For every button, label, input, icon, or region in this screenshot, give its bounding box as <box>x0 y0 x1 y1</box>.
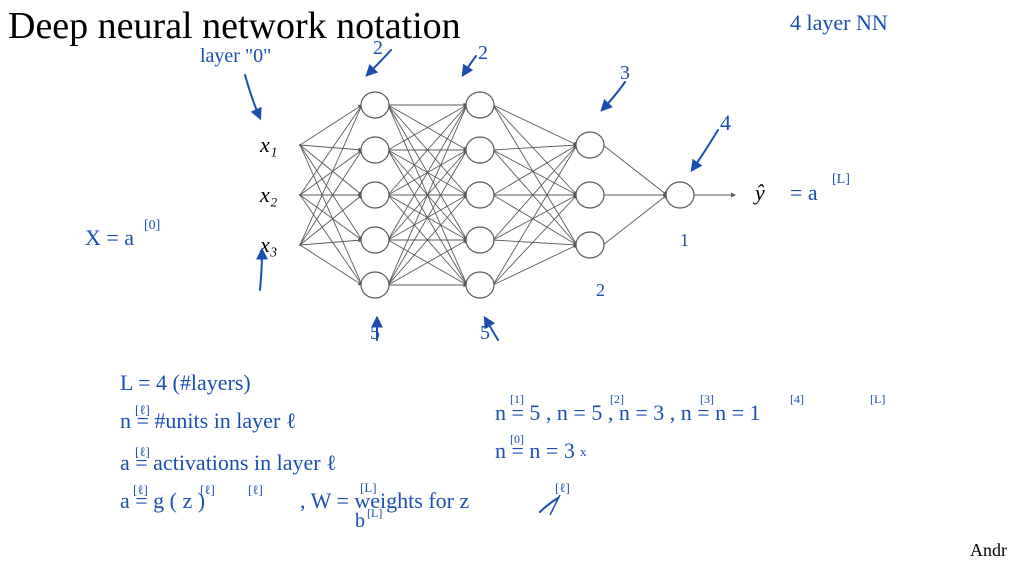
annotation: 2 <box>373 37 383 60</box>
annotation: 5 <box>480 322 490 345</box>
annotation: [0] <box>510 432 524 447</box>
network-diagram <box>0 0 1012 570</box>
annotation: [3] <box>700 392 714 407</box>
annotation: [1] <box>510 392 524 407</box>
annotation: [ℓ] <box>133 482 148 498</box>
annotation: x <box>580 444 587 460</box>
annotation: , W = weights for z <box>300 488 469 514</box>
annotation: [ℓ] <box>135 444 150 460</box>
annotation: [ℓ] <box>135 402 150 418</box>
annotation: [L] <box>832 172 850 188</box>
annotation: b <box>355 510 365 533</box>
annotation: L = 4 (#layers) <box>120 370 251 396</box>
annotation: 4 <box>720 110 731 136</box>
annotation: n = n = 3 <box>495 438 575 464</box>
annotation: 4 layer NN <box>790 10 888 36</box>
annotation: [2] <box>610 392 624 407</box>
annotation: [ℓ] <box>200 482 215 498</box>
annotation: [L] <box>360 480 377 496</box>
annotation: layer "0" <box>200 45 271 68</box>
annotation: [0] <box>144 218 160 234</box>
annotation: n = 5 , n = 5 , n = 3 , n = n = 1 <box>495 400 761 426</box>
annotation: [L] <box>870 392 885 407</box>
annotation: [ℓ] <box>555 480 570 496</box>
annotation: [ℓ] <box>248 482 263 498</box>
annotation: a = activations in layer ℓ <box>120 450 337 476</box>
annotation: 3 <box>620 62 630 85</box>
annotation: 2 <box>596 280 605 301</box>
annotation: 5 <box>370 322 380 345</box>
annotation: = a <box>790 180 818 206</box>
annotation: 1 <box>680 230 689 251</box>
annotation: 2 <box>478 42 488 65</box>
annotation: X = a <box>85 225 134 251</box>
annotation: [L] <box>367 506 382 521</box>
annotation: [4] <box>790 392 804 407</box>
